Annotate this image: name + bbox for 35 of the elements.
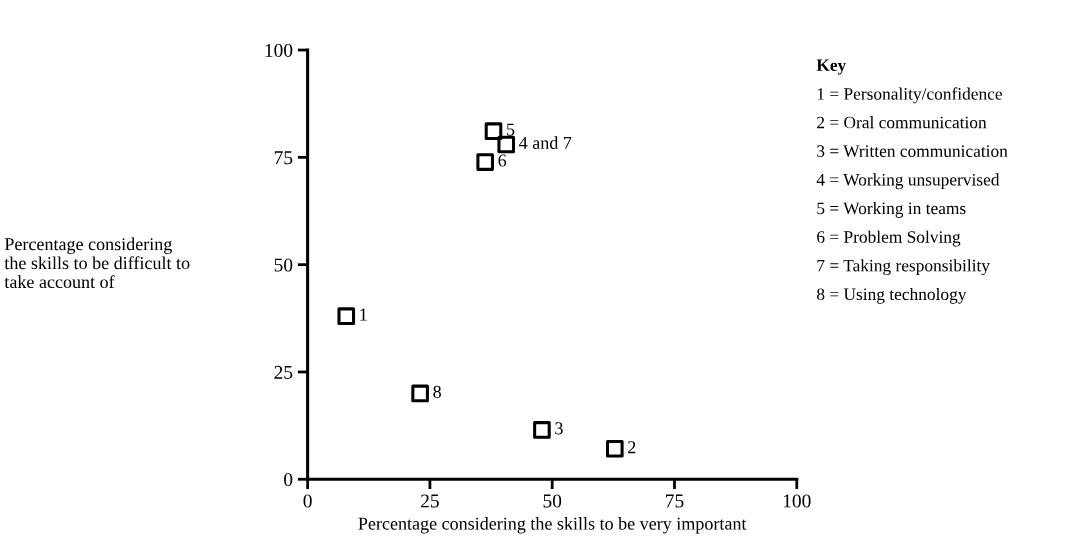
text: 6 = Problem Solving xyxy=(817,230,961,247)
point xyxy=(533,421,551,439)
text: 5 = Working in teams xyxy=(817,201,966,218)
x-tick-label: 0 xyxy=(303,494,312,508)
text: 3 = Written communication xyxy=(817,145,1008,158)
annotation: 8 xyxy=(433,385,441,398)
x-axis-title: Percentage considering the skills to be very important xyxy=(358,517,747,534)
y-axis-title: Percentage considering the skills to be difficult to take account of xyxy=(4,237,190,289)
annotation: 3 xyxy=(555,422,563,435)
x-tick-label: 50 xyxy=(543,494,562,508)
text: 8 = Using technology xyxy=(817,287,967,304)
point xyxy=(497,135,516,154)
y-tick-label: 75 xyxy=(274,151,293,165)
point xyxy=(484,122,503,140)
annotation: 2 xyxy=(628,441,636,454)
point xyxy=(605,439,624,458)
point xyxy=(476,153,494,171)
annotation: 1 xyxy=(360,308,367,321)
annotation: 6 xyxy=(498,154,507,167)
text: 2 = Oral communication xyxy=(817,116,987,129)
text: 4 = Working unsupervised xyxy=(816,173,1000,190)
point xyxy=(411,384,429,403)
y-tick-label: 25 xyxy=(274,365,293,379)
y-tick-label: 50 xyxy=(274,258,293,272)
text: Key xyxy=(816,59,847,75)
text: 1 = Personality/confidence xyxy=(817,87,1002,104)
text: 7 = Taking responsibility xyxy=(817,259,990,276)
x-tick-label: 25 xyxy=(421,494,439,508)
annotation: 5 xyxy=(507,123,515,136)
point xyxy=(337,307,356,325)
x-tick-label: 100 xyxy=(783,494,811,508)
y-tick-label: 0 xyxy=(284,473,293,487)
x-tick-label: 75 xyxy=(666,494,684,508)
y-tick-label: 100 xyxy=(265,43,293,57)
annotation: 4 and 7 xyxy=(519,136,572,149)
